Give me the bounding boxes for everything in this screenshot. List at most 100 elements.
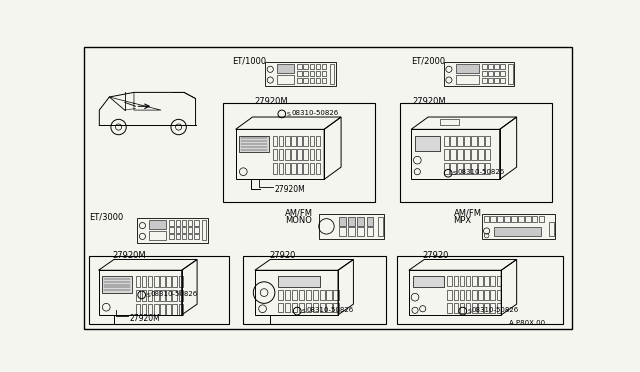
Bar [490,289,495,299]
Bar [485,163,490,174]
Bar [316,78,320,83]
Bar [154,276,159,287]
Bar [285,135,289,146]
Bar [279,163,284,174]
Bar [451,135,456,146]
Bar [458,135,463,146]
Bar [277,75,294,84]
Bar [367,217,373,225]
Bar [179,290,183,301]
Text: S: S [287,112,291,117]
Bar [482,214,555,239]
Bar [339,227,346,235]
Bar [319,302,325,312]
Bar [478,150,484,160]
Bar [444,62,515,86]
Bar [292,302,297,312]
Bar [303,163,308,174]
Bar [194,227,198,232]
Text: S: S [467,309,471,314]
Bar [194,234,198,240]
Text: S: S [452,171,456,176]
Bar [297,64,302,69]
Bar [278,276,320,287]
Bar [478,302,483,312]
Text: S: S [302,309,306,314]
Text: 27920M: 27920M [255,97,289,106]
Bar [488,78,493,83]
Bar [451,163,456,174]
Bar [160,304,164,315]
Text: AM/FM: AM/FM [285,209,313,218]
Bar [518,216,524,222]
Bar [303,71,308,76]
Bar [484,302,489,312]
Bar [504,216,509,222]
Bar [175,234,180,240]
Bar [316,135,320,146]
Bar [319,214,384,239]
Bar [312,290,318,299]
Bar [310,163,314,174]
Bar [447,276,452,286]
Bar [148,276,152,287]
Bar [194,220,198,225]
Bar [297,163,302,174]
Bar [460,289,464,299]
Bar [149,220,166,230]
Bar [539,216,545,222]
Bar [188,227,193,232]
Bar [303,78,308,83]
Text: 27920M: 27920M [129,314,160,323]
Bar [310,71,314,76]
Bar [444,150,449,160]
Bar [471,150,477,160]
Text: A P80X 00: A P80X 00 [509,320,545,326]
Bar [322,64,326,69]
Bar [484,216,489,222]
Bar [411,129,500,179]
Bar [299,302,304,312]
Bar [154,290,159,301]
Bar [170,220,174,225]
Bar [188,220,193,225]
Bar [357,217,364,225]
Bar [285,150,289,160]
Bar [458,163,463,174]
Bar [339,217,346,225]
Bar [464,135,470,146]
Text: 27920M: 27920M [413,97,446,106]
Bar [348,217,355,225]
Bar [549,222,554,235]
Bar [472,302,477,312]
Bar [490,216,496,222]
Bar [472,289,477,299]
Bar [291,163,296,174]
Bar [460,302,464,312]
Bar [223,103,375,202]
Bar [488,71,493,76]
Bar [141,290,147,301]
Bar [447,289,452,299]
Bar [99,270,182,315]
Bar [500,64,505,69]
Bar [255,270,338,315]
Bar [149,231,166,240]
Bar [511,216,516,222]
Bar [456,64,479,73]
Bar [485,150,490,160]
Bar [312,302,318,312]
Bar [160,290,164,301]
Bar [319,290,325,299]
Bar [310,150,314,160]
Bar [497,216,503,222]
Bar [141,276,147,287]
Bar [466,289,470,299]
Text: 27920: 27920 [422,251,449,260]
Bar [316,163,320,174]
Bar [415,135,440,151]
Text: 27920M: 27920M [113,251,146,260]
Text: S: S [147,293,150,298]
Bar [471,135,477,146]
Bar [466,276,470,286]
